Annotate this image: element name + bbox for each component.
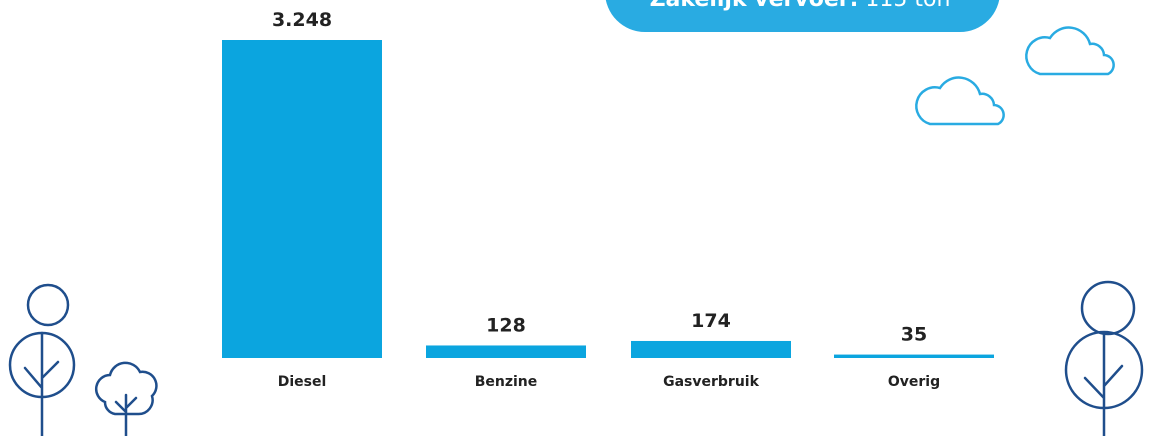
x-tick-label: Diesel [278, 374, 327, 390]
x-tick-label: Overig [888, 374, 940, 390]
bar [834, 355, 994, 358]
x-tick-label: Gasverbruik [663, 374, 759, 390]
chart-title: Zakelijk vervoer: [650, 0, 859, 12]
value-label: 128 [486, 314, 526, 336]
value-label: 174 [691, 310, 731, 332]
chart: Zakelijk vervoer: 115 ton 3.248 Diesel 128… [0, 0, 1171, 436]
chart-title-group: Zakelijk vervoer: 115 ton [650, 0, 951, 12]
bar [222, 40, 382, 358]
bar [426, 345, 586, 358]
page: {"chart_data": {"type": "bar", "title": … [0, 0, 1171, 436]
x-tick-label: Benzine [475, 374, 538, 390]
chart-subtitle: 115 ton [865, 0, 950, 12]
clouds [916, 28, 1113, 124]
trees [10, 282, 1142, 436]
value-label: 3.248 [272, 9, 332, 31]
bar [631, 341, 791, 358]
value-label: 35 [901, 324, 927, 346]
